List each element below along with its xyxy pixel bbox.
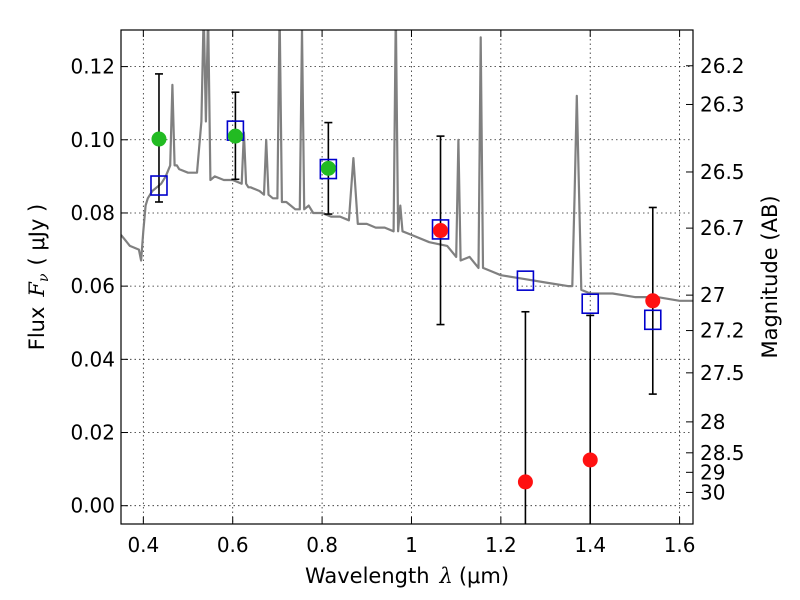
y-axis-title: FluxFν( μJy ) [25, 204, 52, 350]
y-tick-label: 0.04 [70, 347, 115, 371]
model-point [431, 219, 450, 240]
observed-point [582, 452, 598, 468]
plot-frame [120, 29, 694, 525]
x-tick-label: 1.4 [574, 533, 606, 557]
x-tick-labels: 0.4 0.6 0.8 1 1.2 1.4 1.6 [127, 533, 695, 557]
y-tick-label: 0.08 [70, 201, 115, 225]
spectrum-line [121, 30, 693, 302]
y-tick-labels: 0.00 0.02 0.04 0.06 0.08 0.10 0.12 [70, 55, 115, 518]
observed-point [433, 223, 449, 239]
observed-point [645, 293, 661, 309]
y2-tick-label: 26.3 [700, 92, 745, 116]
y2-tick-label: 27 [700, 283, 725, 307]
observed-point [320, 160, 336, 176]
x-tick-label: 1.6 [664, 533, 696, 557]
observed-point [151, 131, 167, 147]
axis-ticks [121, 30, 693, 524]
observed-point [517, 474, 533, 490]
y-tick-label: 0.12 [70, 55, 115, 79]
model-point [581, 293, 600, 315]
x-tick-label: 1 [405, 533, 418, 557]
data-markers [150, 120, 662, 490]
y-tick-label: 0.02 [70, 421, 115, 445]
y2-tick-label: 30 [700, 480, 725, 504]
x-tick-label: 0.4 [127, 533, 159, 557]
error-bars [154, 73, 657, 524]
y2-axis-title: Magnitude (AB) [758, 195, 782, 358]
y2-tick-label: 28.5 [700, 441, 745, 465]
x-tick-label: 0.6 [217, 533, 249, 557]
x-tick-label: 0.8 [306, 533, 338, 557]
observed-point [227, 128, 243, 144]
model-point [150, 175, 168, 196]
y2-tick-label: 27.2 [700, 319, 745, 343]
model-point [516, 270, 535, 291]
model-point [643, 309, 662, 331]
y2-tick-label: 26.2 [700, 54, 745, 78]
y-tick-label: 0.10 [70, 128, 115, 152]
model-point [319, 158, 338, 180]
y2-tick-label: 27.5 [700, 361, 745, 385]
y2-tick-label: 29 [700, 460, 725, 484]
y-tick-label: 0.00 [70, 494, 115, 518]
x-axis-title: Wavelength λ (μm) [305, 564, 509, 588]
model-spectrum [121, 30, 693, 302]
y2-tick-label: 28 [700, 410, 725, 434]
y2-tick-label: 26.7 [700, 216, 745, 240]
y2-tick-label: 26.5 [700, 160, 745, 184]
x-tick-label: 1.2 [485, 533, 517, 557]
grid [121, 30, 693, 524]
y-tick-label: 0.06 [70, 274, 115, 298]
